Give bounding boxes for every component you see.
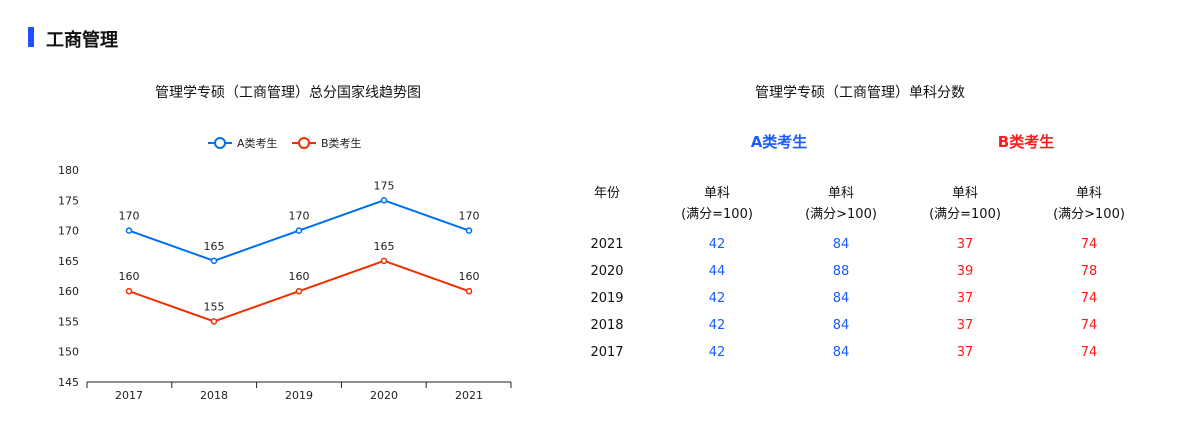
section-accent-bar xyxy=(28,27,34,47)
score-cell: 84 xyxy=(832,291,850,306)
data-point xyxy=(125,227,133,234)
year-cell: 2018 xyxy=(590,318,624,333)
score-cell: 74 xyxy=(1080,237,1098,252)
data-label: 170 xyxy=(289,210,310,223)
x-tick-label: 2017 xyxy=(115,389,143,402)
chart-title: 管理学专硕（工商管理）总分国家线趋势图 xyxy=(155,85,421,101)
column-header: 单科 xyxy=(827,186,854,201)
y-tick-label: 165 xyxy=(58,255,79,268)
year-cell: 2021 xyxy=(590,237,624,252)
data-point xyxy=(210,318,218,325)
data-point xyxy=(380,197,388,204)
table-title: 管理学专硕（工商管理）单科分数 xyxy=(755,85,965,101)
data-label: 170 xyxy=(459,210,480,223)
data-point xyxy=(210,257,218,265)
section-title: 工商管理 xyxy=(46,30,118,51)
score-cell: 78 xyxy=(1080,264,1098,279)
group-b-label: B类考生 xyxy=(997,133,1055,151)
score-cell: 42 xyxy=(708,237,726,252)
data-point xyxy=(465,287,473,295)
x-tick-label: 2021 xyxy=(455,389,483,402)
y-tick-label: 145 xyxy=(58,376,79,389)
year-cell: 2020 xyxy=(590,264,624,279)
data-label: 170 xyxy=(119,210,140,223)
column-header: 单科 xyxy=(951,186,978,201)
data-point xyxy=(295,287,303,295)
column-header: 单科 xyxy=(703,186,730,201)
score-cell: 88 xyxy=(832,264,850,279)
score-cell: 74 xyxy=(1080,318,1098,333)
score-cell: 37 xyxy=(956,291,974,306)
x-tick-label: 2019 xyxy=(285,389,313,402)
data-point xyxy=(380,257,388,265)
score-cell: 84 xyxy=(832,237,850,252)
legend-label: A类考生 xyxy=(237,136,278,150)
score-cell: 39 xyxy=(956,264,974,279)
y-tick-label: 160 xyxy=(58,285,79,298)
y-tick-label: 155 xyxy=(58,315,79,328)
column-header-sub: (满分=100) xyxy=(681,207,753,222)
y-tick-label: 170 xyxy=(58,225,79,238)
column-header-sub: (满分>100) xyxy=(805,207,877,222)
data-label: 160 xyxy=(119,270,140,283)
score-cell: 42 xyxy=(708,345,726,360)
column-header: 单科 xyxy=(1075,186,1102,201)
year-header: 年份 xyxy=(593,186,620,201)
score-cell: 42 xyxy=(708,291,726,306)
legend-label: B类考生 xyxy=(321,136,362,150)
score-cell: 74 xyxy=(1080,345,1098,360)
data-label: 175 xyxy=(374,179,395,192)
year-cell: 2019 xyxy=(590,291,624,306)
score-cell: 84 xyxy=(832,345,850,360)
x-tick-label: 2020 xyxy=(370,389,398,402)
data-point xyxy=(465,227,473,234)
score-cell: 37 xyxy=(956,237,974,252)
score-cell: 37 xyxy=(956,318,974,333)
data-label: 160 xyxy=(459,270,480,283)
data-point xyxy=(295,227,303,234)
column-header-sub: (满分>100) xyxy=(1053,207,1125,222)
data-label: 165 xyxy=(374,240,395,253)
y-tick-label: 150 xyxy=(58,346,79,359)
line-chart: A类考生 B类考生 145 150 155 160 165 170 175 180 2017 2018… xyxy=(58,136,512,402)
y-tick-label: 180 xyxy=(58,164,79,177)
data-label: 160 xyxy=(289,270,310,283)
score-cell: 37 xyxy=(956,345,974,360)
x-tick-label: 2018 xyxy=(200,389,228,402)
legend-marker xyxy=(298,137,310,149)
data-label: 165 xyxy=(204,240,225,253)
score-cell: 42 xyxy=(708,318,726,333)
score-cell: 44 xyxy=(708,264,726,279)
legend-marker xyxy=(214,137,226,149)
score-cell: 84 xyxy=(832,318,850,333)
data-point xyxy=(125,287,133,295)
score-cell: 74 xyxy=(1080,291,1098,306)
data-label: 155 xyxy=(204,300,225,313)
column-header-sub: (满分=100) xyxy=(929,207,1001,222)
group-a-label: A类考生 xyxy=(750,133,808,151)
y-tick-label: 175 xyxy=(58,194,79,207)
year-cell: 2017 xyxy=(590,345,624,360)
